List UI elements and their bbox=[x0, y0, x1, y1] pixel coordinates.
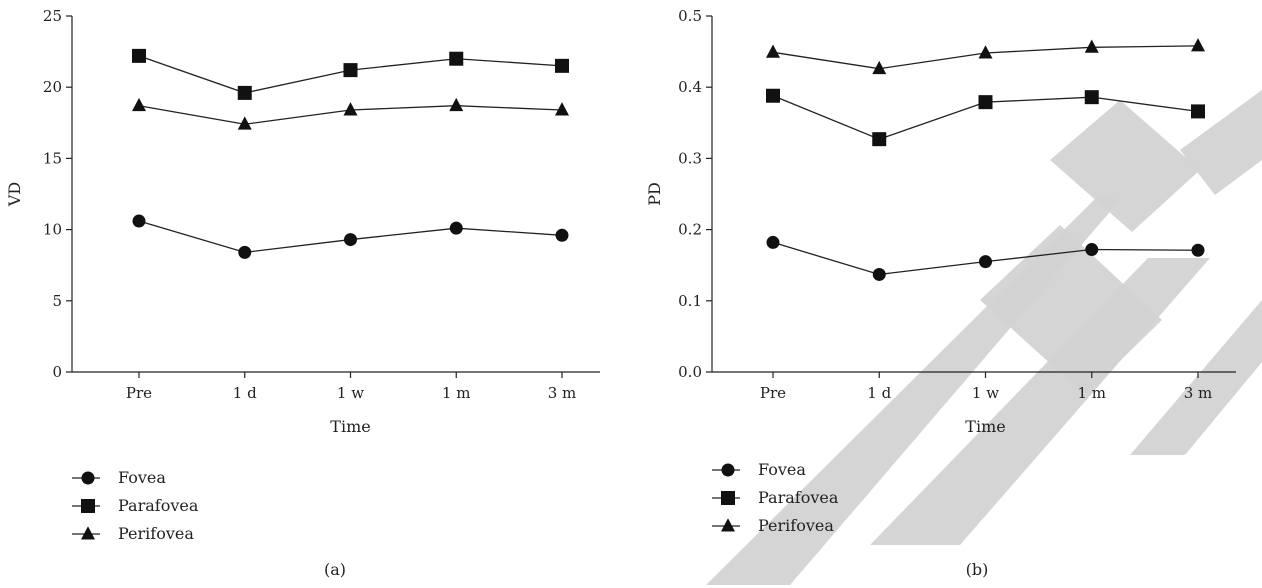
legend-entry-parafovea: Parafovea bbox=[758, 488, 839, 507]
data-point-parafovea bbox=[766, 88, 780, 103]
data-point-fovea bbox=[555, 228, 569, 242]
y-tick-label: 20 bbox=[43, 78, 62, 96]
data-point-perifovea bbox=[343, 102, 358, 116]
data-point-fovea bbox=[766, 235, 780, 249]
legend: Fovea Parafovea Perifovea bbox=[72, 468, 199, 543]
data-point-perifovea bbox=[1191, 38, 1205, 52]
data-point-fovea bbox=[449, 221, 463, 235]
watermark-stroke-4 bbox=[1050, 100, 1200, 232]
x-tick-label: 1 d bbox=[867, 384, 891, 402]
series-parafovea bbox=[766, 88, 1205, 147]
legend-marker-fovea bbox=[81, 471, 95, 485]
data-point-parafovea bbox=[978, 95, 993, 110]
y-tick-label: 5 bbox=[52, 292, 62, 310]
y-tick-label: 0 bbox=[52, 363, 62, 381]
data-point-perifovea bbox=[132, 97, 146, 112]
data-point-fovea bbox=[872, 267, 886, 281]
data-point-parafovea bbox=[449, 51, 464, 66]
data-point-parafovea bbox=[555, 58, 569, 73]
series-parafovea bbox=[132, 48, 569, 100]
x-tick-label: 3 m bbox=[548, 384, 577, 402]
data-point-fovea bbox=[1191, 243, 1205, 257]
legend-entry-fovea: Fovea bbox=[118, 468, 166, 487]
data-point-fovea bbox=[238, 245, 252, 259]
y-tick-label: 0.5 bbox=[678, 7, 702, 25]
data-point-perifovea bbox=[1084, 39, 1099, 53]
y-tick-label: 0.0 bbox=[678, 363, 702, 381]
data-point-fovea bbox=[132, 214, 146, 228]
watermark-stroke-2 bbox=[980, 225, 1162, 395]
data-point-perifovea bbox=[237, 116, 252, 130]
y-tick-label: 0.2 bbox=[678, 221, 702, 239]
data-point-parafovea bbox=[872, 132, 887, 147]
x-tick-label: 1 w bbox=[972, 384, 999, 402]
legend-entry-perifovea: Perifovea bbox=[118, 524, 194, 543]
y-tick-label: 0.1 bbox=[678, 292, 702, 310]
data-point-fovea bbox=[1085, 243, 1099, 257]
data-point-parafovea bbox=[237, 85, 252, 100]
data-point-perifovea bbox=[555, 102, 569, 116]
panel-label: (a) bbox=[324, 560, 346, 579]
legend-entry-perifovea: Perifovea bbox=[758, 516, 834, 535]
legend-marker-perifovea bbox=[721, 518, 735, 532]
data-point-parafovea bbox=[1084, 90, 1099, 105]
series-fovea bbox=[132, 214, 569, 259]
y-tick-label: 10 bbox=[43, 221, 62, 239]
y-axis-label: VD bbox=[5, 182, 24, 207]
legend-marker-parafovea bbox=[81, 499, 95, 513]
legend-marker-fovea bbox=[721, 463, 735, 477]
x-tick-label: 1 d bbox=[233, 384, 257, 402]
x-tick-label: Pre bbox=[126, 384, 152, 402]
watermark-stroke-3 bbox=[1130, 300, 1262, 455]
legend: Fovea Parafovea Perifovea bbox=[712, 460, 839, 535]
series-perifovea bbox=[132, 97, 569, 130]
series-perifovea bbox=[766, 38, 1205, 75]
data-point-fovea bbox=[344, 233, 357, 247]
legend-entry-parafovea: Parafovea bbox=[118, 496, 199, 515]
y-tick-label: 15 bbox=[43, 149, 62, 167]
data-point-perifovea bbox=[872, 60, 887, 75]
data-point-fovea bbox=[979, 255, 992, 269]
legend-marker-parafovea bbox=[721, 491, 735, 505]
x-tick-label: 1 w bbox=[337, 384, 364, 402]
legend-entry-fovea: Fovea bbox=[758, 460, 806, 479]
series-fovea bbox=[766, 235, 1205, 281]
panel-label: (b) bbox=[966, 560, 989, 579]
y-axis-label: PD bbox=[645, 182, 664, 206]
legend-marker-perifovea bbox=[81, 526, 95, 540]
y-tick-label: 0.4 bbox=[678, 78, 702, 96]
x-tick-label: 1 m bbox=[1077, 384, 1106, 402]
x-axis-label: Time bbox=[330, 417, 370, 436]
y-tick-label: 25 bbox=[43, 7, 62, 25]
x-tick-label: 3 m bbox=[1184, 384, 1213, 402]
x-tick-label: 1 m bbox=[442, 384, 471, 402]
data-point-parafovea bbox=[343, 63, 358, 78]
chart-1: 0.0 0.1 0.2 0.3 0.4 0.5 Pre 1 d 1 w 1 m 3 m Time PD F… bbox=[645, 7, 1236, 579]
x-tick-label: Pre bbox=[760, 384, 786, 402]
data-point-perifovea bbox=[449, 97, 464, 112]
watermark-stroke-5 bbox=[1180, 90, 1262, 195]
retraction-watermark bbox=[706, 90, 1262, 585]
data-point-perifovea bbox=[766, 44, 780, 58]
y-tick-label: 0.3 bbox=[678, 149, 702, 167]
chart-0: 0 5 10 15 20 25 Pre 1 d 1 w 1 m 3 m Time VD Fovea Para… bbox=[5, 7, 600, 579]
data-point-parafovea bbox=[1191, 104, 1205, 119]
data-point-parafovea bbox=[132, 48, 146, 63]
data-point-perifovea bbox=[978, 45, 993, 59]
charts-root: 0 5 10 15 20 25 Pre 1 d 1 w 1 m 3 m Time VD Fovea Para… bbox=[5, 7, 1236, 579]
x-axis-label: Time bbox=[965, 417, 1005, 436]
